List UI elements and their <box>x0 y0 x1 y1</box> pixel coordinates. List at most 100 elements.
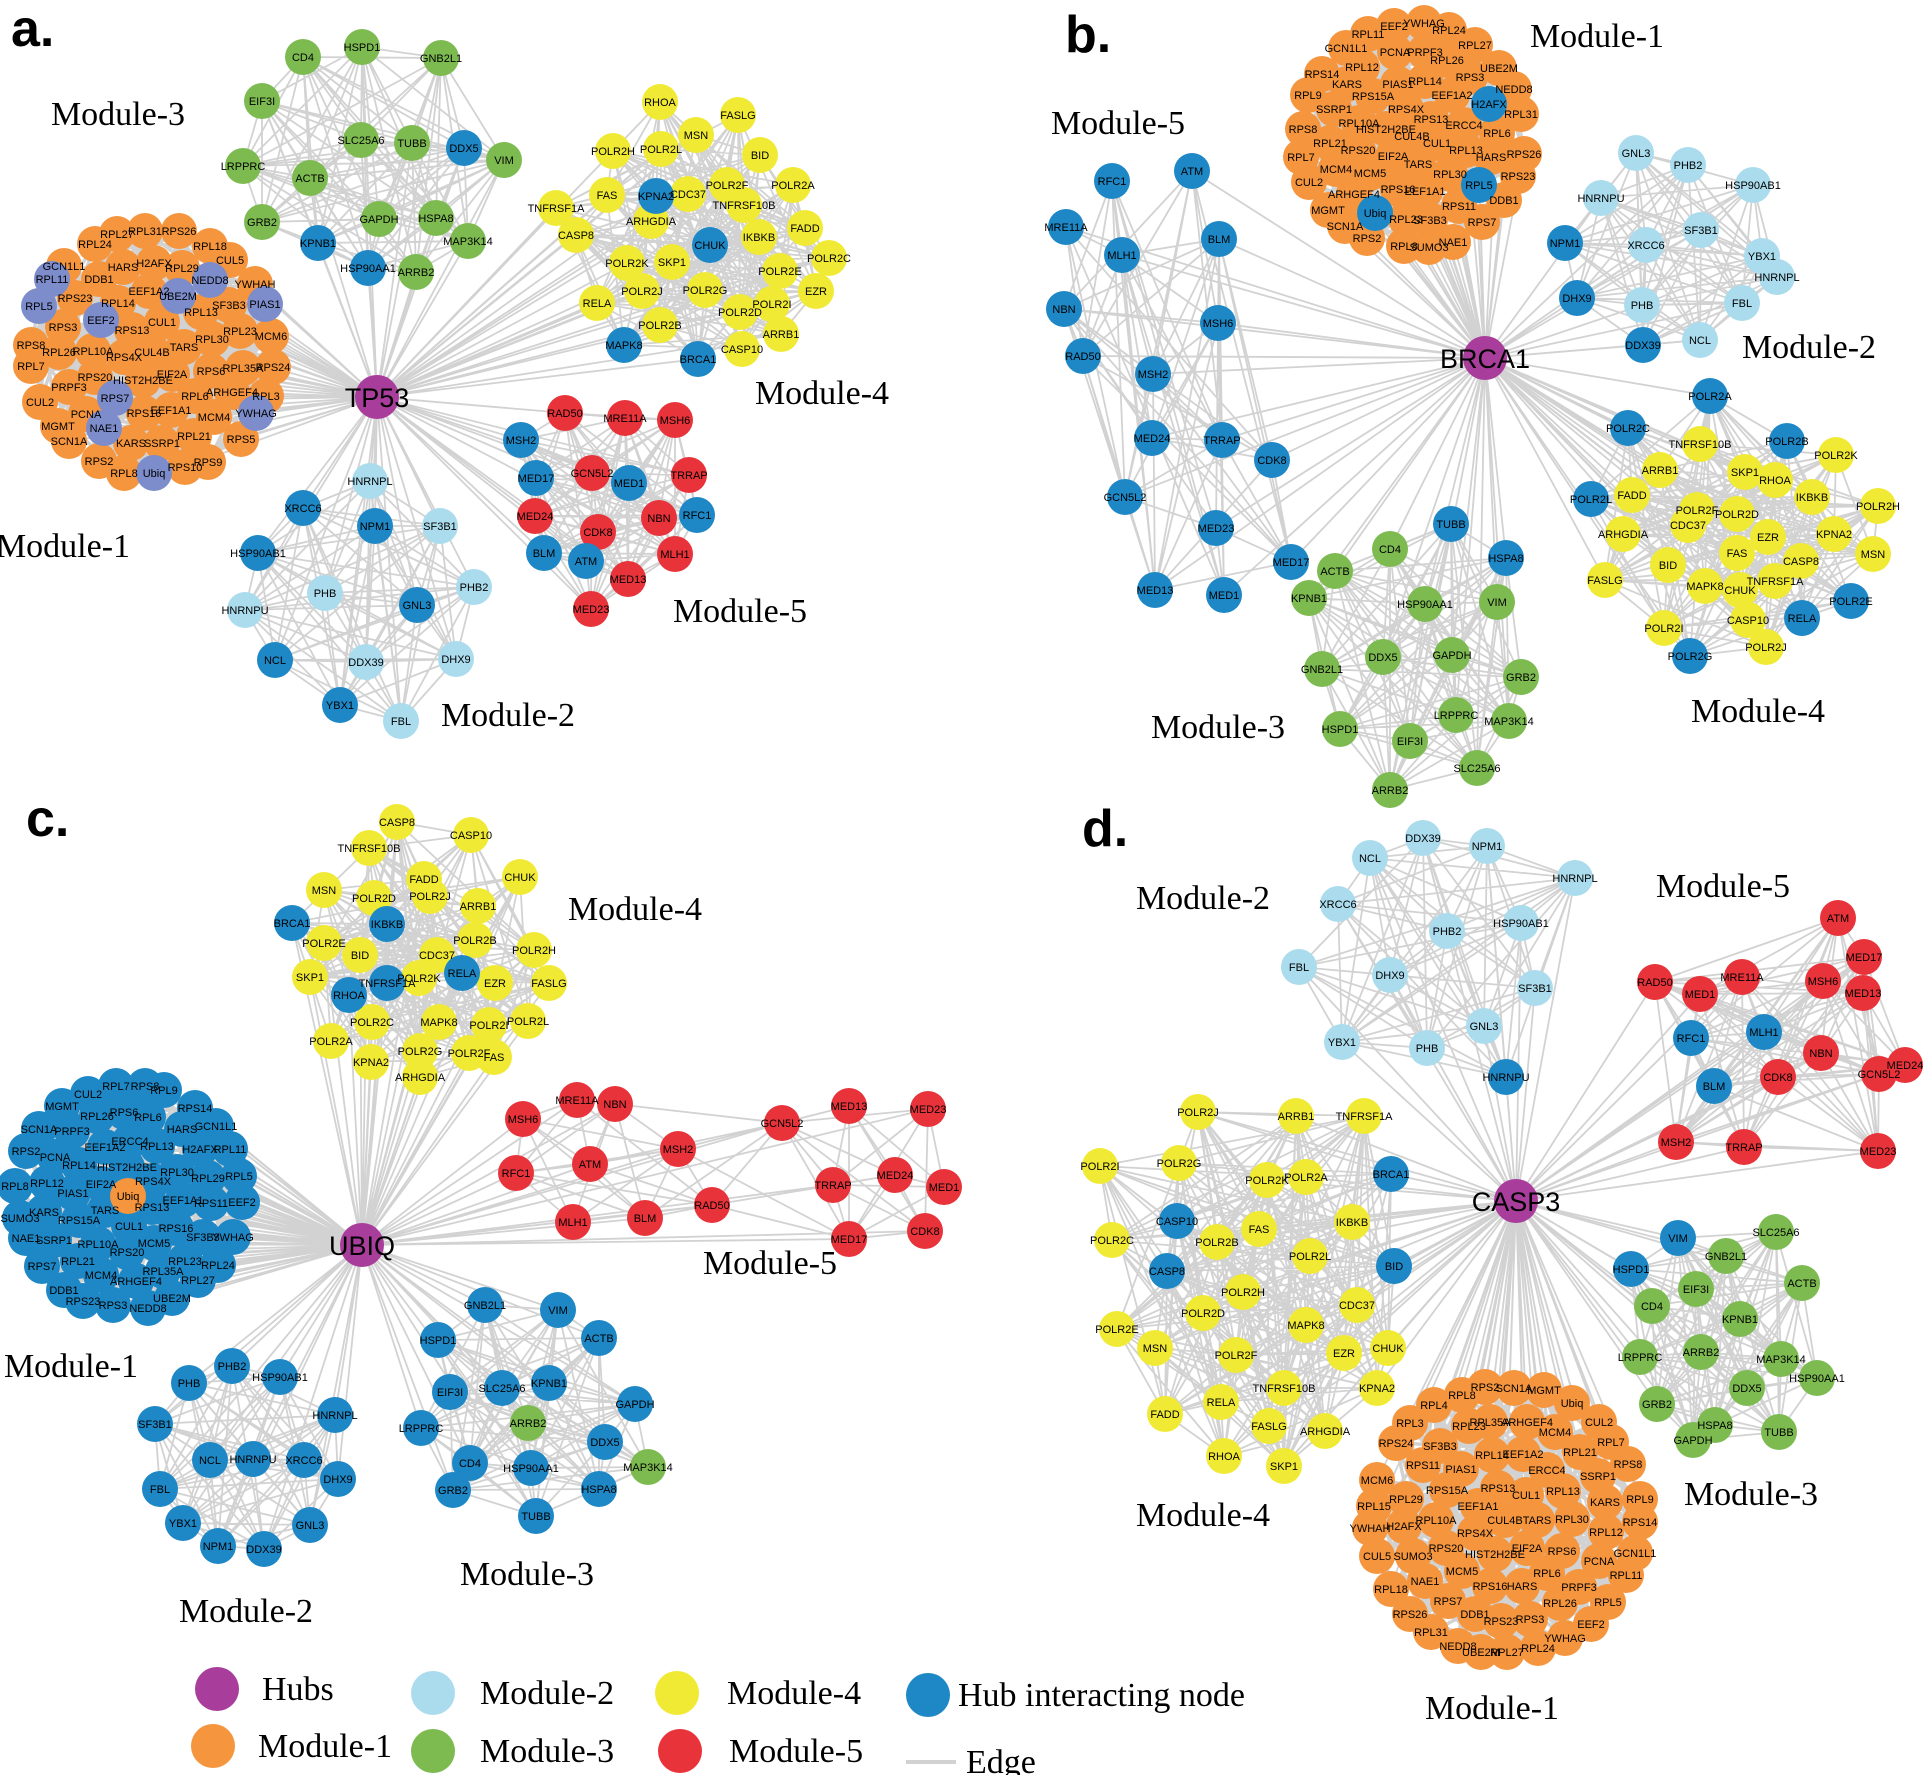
svg-text:RPS26: RPS26 <box>162 226 197 238</box>
svg-text:RPL7: RPL7 <box>17 361 45 373</box>
svg-text:POLR2E: POLR2E <box>758 266 801 278</box>
svg-text:RPL11: RPL11 <box>36 274 69 286</box>
svg-text:SKP1: SKP1 <box>296 972 324 984</box>
svg-text:RPL14: RPL14 <box>1475 1450 1509 1462</box>
svg-text:RPL35A: RPL35A <box>1470 1417 1512 1429</box>
svg-text:YWHAH: YWHAH <box>1350 1523 1391 1535</box>
svg-text:POLR2E: POLR2E <box>1829 596 1872 608</box>
svg-text:RPS23: RPS23 <box>1484 1616 1519 1628</box>
svg-text:UBE2M: UBE2M <box>153 1293 191 1305</box>
svg-text:HNRNPL: HNRNPL <box>1754 272 1799 284</box>
svg-text:NEDD8: NEDD8 <box>129 1303 166 1315</box>
svg-text:POLR2J: POLR2J <box>409 891 451 903</box>
svg-text:MGMT: MGMT <box>1527 1385 1561 1397</box>
svg-text:GCN5L2: GCN5L2 <box>571 468 614 480</box>
svg-text:POLR2A: POLR2A <box>309 1036 353 1048</box>
svg-text:KARS: KARS <box>1332 79 1362 91</box>
svg-text:HSPA8: HSPA8 <box>1697 1420 1732 1432</box>
svg-text:RPS7: RPS7 <box>1434 1596 1463 1608</box>
svg-text:DDB1: DDB1 <box>1489 195 1518 207</box>
svg-text:POLR2C: POLR2C <box>807 253 851 265</box>
svg-text:RPS7: RPS7 <box>1468 217 1497 229</box>
svg-text:ACTB: ACTB <box>1787 1278 1816 1290</box>
svg-text:CDC37: CDC37 <box>419 950 455 962</box>
svg-text:CDK8: CDK8 <box>910 1226 939 1238</box>
svg-text:MED1: MED1 <box>1685 989 1716 1001</box>
svg-text:NBN: NBN <box>603 1099 626 1111</box>
svg-text:Module-3: Module-3 <box>1684 1476 1818 1513</box>
svg-text:RPL12: RPL12 <box>1589 1527 1623 1539</box>
svg-text:Module-3: Module-3 <box>51 96 185 133</box>
svg-text:HNRNPU: HNRNPU <box>229 1454 276 1466</box>
svg-text:FADD: FADD <box>409 874 438 886</box>
svg-text:RFC1: RFC1 <box>1098 176 1127 188</box>
svg-text:RPL13: RPL13 <box>140 1141 174 1153</box>
svg-text:PIAS1: PIAS1 <box>57 1188 88 1200</box>
svg-text:XRCC6: XRCC6 <box>1319 899 1356 911</box>
svg-text:EEF2: EEF2 <box>1577 1619 1605 1631</box>
svg-text:HIST2H2BE: HIST2H2BE <box>1356 124 1416 136</box>
svg-text:TNFRSF1A: TNFRSF1A <box>1747 576 1805 588</box>
svg-text:UBE2M: UBE2M <box>159 291 197 303</box>
svg-text:RPL9: RPL9 <box>150 1085 178 1097</box>
svg-text:GNB2L1: GNB2L1 <box>1301 664 1343 676</box>
svg-text:MCM4: MCM4 <box>198 412 230 424</box>
svg-text:PRPF3: PRPF3 <box>1407 47 1442 59</box>
svg-text:RPS11: RPS11 <box>1442 201 1476 213</box>
svg-text:GNL3: GNL3 <box>296 1520 325 1532</box>
svg-text:RPS13: RPS13 <box>1481 1483 1516 1495</box>
svg-text:SKP1: SKP1 <box>1731 467 1759 479</box>
svg-text:POLR2C: POLR2C <box>1606 423 1650 435</box>
svg-text:HSPD1: HSPD1 <box>1322 724 1359 736</box>
svg-text:Module-1: Module-1 <box>258 1728 392 1765</box>
svg-text:CHUK: CHUK <box>1724 585 1756 597</box>
svg-text:b.: b. <box>1065 6 1111 64</box>
svg-text:RPS4X: RPS4X <box>106 352 143 364</box>
svg-text:RPL11: RPL11 <box>214 1144 247 1156</box>
svg-text:MED13: MED13 <box>1845 988 1882 1000</box>
svg-text:FADD: FADD <box>1617 490 1646 502</box>
svg-text:CASP8: CASP8 <box>1783 556 1819 568</box>
svg-text:POLR2B: POLR2B <box>1195 1237 1238 1249</box>
svg-text:POLR2H: POLR2H <box>1221 1287 1265 1299</box>
svg-text:HSP90AA1: HSP90AA1 <box>1789 1373 1845 1385</box>
svg-text:POLR2I: POLR2I <box>1080 1161 1119 1173</box>
svg-text:NCL: NCL <box>199 1455 221 1467</box>
svg-text:MAPK8: MAPK8 <box>1686 581 1723 593</box>
svg-text:POLR2G: POLR2G <box>1157 1158 1202 1170</box>
svg-text:BRCA1: BRCA1 <box>274 918 311 930</box>
svg-text:RPS15A: RPS15A <box>1426 1485 1469 1497</box>
svg-text:POLR2I: POLR2I <box>469 1020 508 1032</box>
svg-text:MED13: MED13 <box>831 1101 868 1113</box>
svg-text:SF3B1: SF3B1 <box>1518 983 1552 995</box>
svg-text:SSRP1: SSRP1 <box>1316 104 1352 116</box>
svg-text:RPS7: RPS7 <box>28 1261 57 1273</box>
svg-text:RPS16: RPS16 <box>1381 184 1416 196</box>
svg-text:RPS3: RPS3 <box>1516 1614 1545 1626</box>
svg-text:RPL5: RPL5 <box>1594 1597 1622 1609</box>
svg-text:POLR2H: POLR2H <box>591 146 635 158</box>
svg-text:RPL21: RPL21 <box>1313 138 1347 150</box>
svg-text:MCM4: MCM4 <box>85 1270 117 1282</box>
svg-text:RPL3: RPL3 <box>1396 1418 1424 1430</box>
svg-text:PCNA: PCNA <box>71 409 102 421</box>
svg-text:RPL3: RPL3 <box>252 391 280 403</box>
svg-text:ATM: ATM <box>1827 913 1849 925</box>
svg-text:TARS: TARS <box>91 1205 120 1217</box>
svg-text:HSPD1: HSPD1 <box>420 1335 457 1347</box>
svg-text:FBL: FBL <box>1732 298 1752 310</box>
svg-text:HIST2H2BE: HIST2H2BE <box>113 375 173 387</box>
svg-text:DDX5: DDX5 <box>1732 1383 1761 1395</box>
svg-text:d.: d. <box>1082 800 1128 858</box>
svg-text:RPS2: RPS2 <box>1353 233 1382 245</box>
svg-text:RPS20: RPS20 <box>110 1247 145 1259</box>
svg-text:RPL27: RPL27 <box>181 1275 215 1287</box>
svg-text:RHOA: RHOA <box>1759 475 1791 487</box>
svg-text:CDC37: CDC37 <box>1670 520 1706 532</box>
svg-text:RPS3: RPS3 <box>49 322 78 334</box>
svg-text:KPNA2: KPNA2 <box>353 1057 389 1069</box>
svg-text:Edge: Edge <box>966 1744 1036 1775</box>
svg-text:CUL5: CUL5 <box>216 255 244 267</box>
svg-text:CASP8: CASP8 <box>558 230 594 242</box>
svg-text:MRE11A: MRE11A <box>603 413 647 425</box>
